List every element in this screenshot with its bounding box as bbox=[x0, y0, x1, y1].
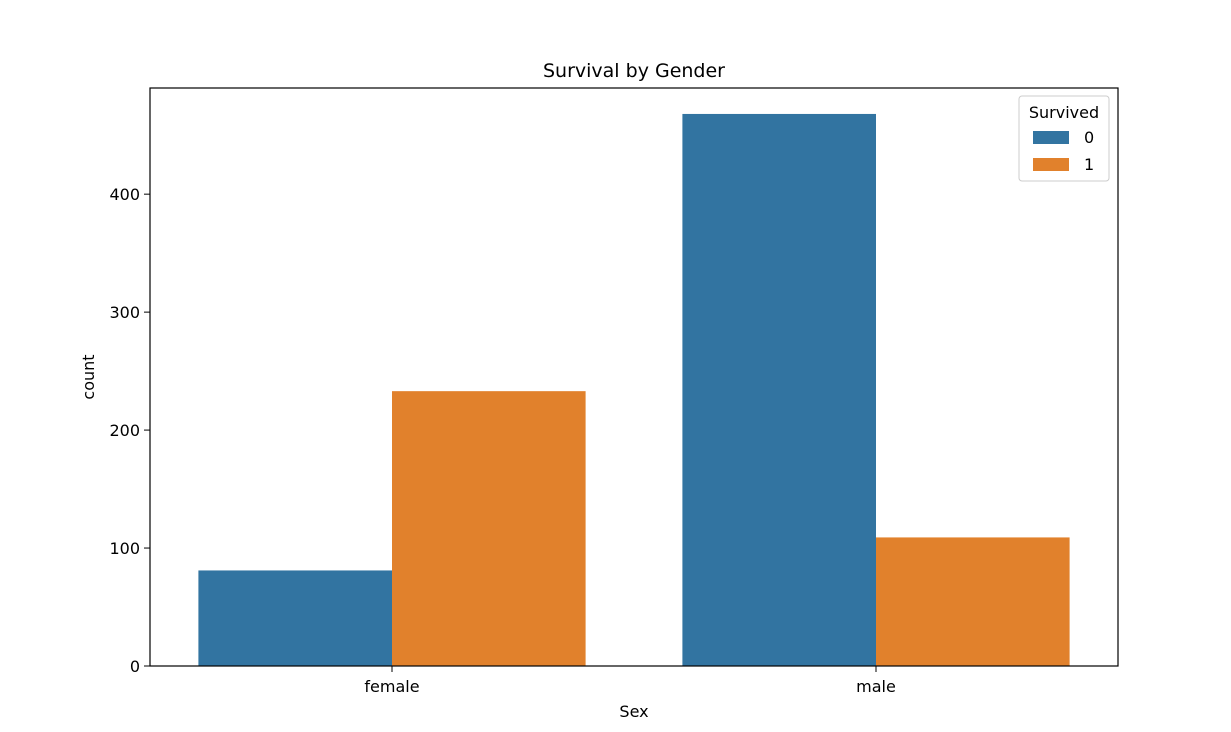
legend-label-0: 0 bbox=[1084, 128, 1094, 147]
x-tick-label-male: male bbox=[856, 677, 896, 696]
y-tick-label: 200 bbox=[109, 421, 140, 440]
bar-female-survived-0 bbox=[198, 570, 392, 666]
x-tick-label-female: female bbox=[364, 677, 419, 696]
y-axis-label: count bbox=[79, 354, 98, 399]
y-tick-label: 300 bbox=[109, 303, 140, 322]
chart-title: Survival by Gender bbox=[543, 60, 725, 82]
legend-label-1: 1 bbox=[1084, 155, 1094, 174]
y-tick-label: 0 bbox=[130, 657, 140, 676]
y-tick-label: 100 bbox=[109, 539, 140, 558]
bar-male-survived-0 bbox=[682, 113, 876, 666]
bar-male-survived-1 bbox=[876, 537, 1070, 666]
legend-title: Survived bbox=[1029, 103, 1099, 122]
y-tick-label: 400 bbox=[109, 185, 140, 204]
x-axis-ticks: female male bbox=[364, 666, 896, 696]
legend-swatch-0 bbox=[1033, 131, 1069, 144]
bar-female-survived-1 bbox=[392, 391, 586, 666]
plot-frame bbox=[149, 87, 1119, 667]
legend-swatch-1 bbox=[1033, 158, 1069, 171]
bars-group bbox=[198, 113, 1070, 666]
x-axis-label: Sex bbox=[619, 702, 648, 721]
y-axis-ticks: 0 100 200 300 400 bbox=[109, 185, 150, 676]
legend: Survived 0 1 bbox=[1018, 95, 1110, 182]
